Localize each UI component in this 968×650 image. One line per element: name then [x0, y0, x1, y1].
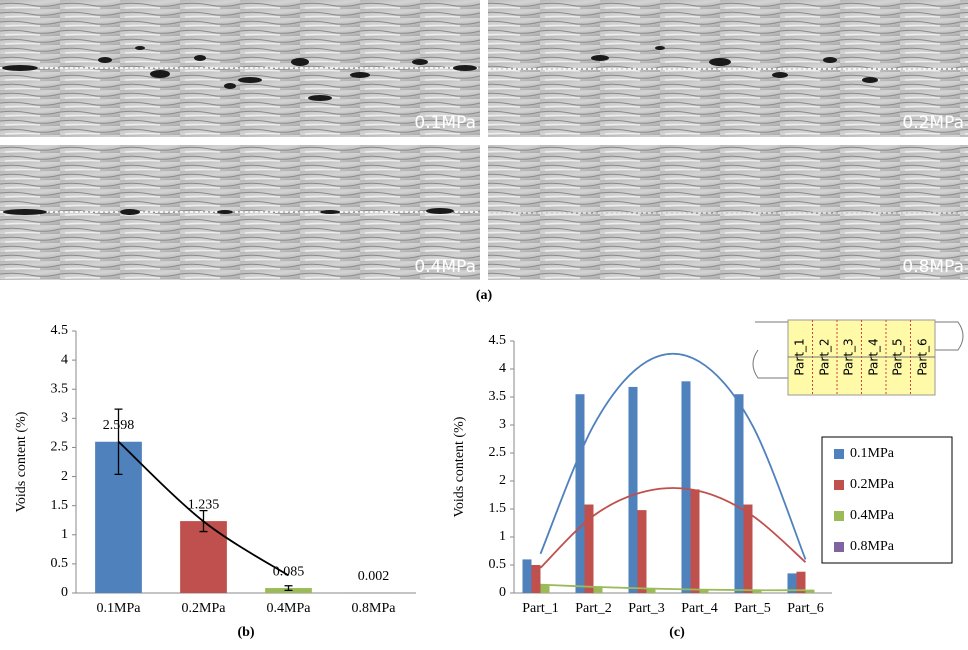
part-label: Part_4	[867, 338, 881, 375]
bar	[540, 584, 550, 593]
y-tick-label: 4.5	[489, 333, 507, 348]
value-label: 2.598	[103, 418, 135, 433]
bar	[637, 510, 647, 593]
y-axis-title: Voids content (%)	[14, 411, 29, 512]
x-tick-label: Part_5	[734, 601, 771, 616]
y-tick-label: 0.5	[489, 557, 507, 572]
image-label: 0.4MPa	[414, 257, 476, 277]
bar	[690, 489, 700, 593]
voids	[2, 46, 878, 215]
x-tick-label: Part_3	[628, 601, 665, 616]
y-tick-label: 0	[499, 585, 506, 600]
image-label: 0.8MPa	[902, 257, 964, 277]
y-tick-label: 2	[499, 473, 506, 488]
y-tick-label: 1.5	[51, 498, 69, 513]
value-label: 0.002	[358, 569, 390, 584]
bar	[628, 386, 638, 593]
trend-curve	[540, 583, 806, 592]
legend-label: 0.8MPa	[850, 539, 895, 554]
trendline	[117, 440, 289, 577]
trend-curve	[539, 487, 807, 569]
bar	[584, 504, 594, 593]
x-tick-label: 0.4MPa	[267, 601, 312, 616]
legend-label: 0.2MPa	[850, 477, 895, 492]
y-tick-label: 2	[61, 469, 68, 484]
legend-swatch	[834, 542, 844, 552]
y-tick-label: 3	[499, 417, 506, 432]
bar	[646, 588, 656, 593]
y-tick-label: 0	[61, 585, 68, 600]
bar	[575, 394, 585, 593]
y-tick-label: 4	[499, 361, 506, 376]
bar	[522, 559, 532, 593]
y-tick-label: 3.5	[489, 389, 507, 404]
bar	[752, 590, 762, 593]
y-tick-label: 2.5	[51, 440, 69, 455]
bar	[681, 381, 691, 593]
legend-label: 0.1MPa	[850, 446, 895, 461]
bar	[805, 589, 815, 593]
part-label: Part_2	[818, 338, 832, 375]
value-label: 1.235	[188, 497, 220, 512]
part-label: Part_6	[916, 338, 930, 375]
y-tick-label: 4	[61, 352, 68, 367]
y-tick-label: 1	[61, 527, 68, 542]
y-axis-title: Voids content (%)	[452, 416, 467, 517]
y-tick-label: 1	[499, 529, 506, 544]
y-tick-label: 4.5	[51, 323, 69, 338]
x-tick-label: 0.2MPa	[182, 601, 227, 616]
panel-caption: (c)	[669, 625, 685, 640]
micrograph-panel: 0.1MPa 0.2MPa 0.4MPa 0.8MPa (a)	[0, 0, 968, 303]
image-label: 0.2MPa	[902, 113, 964, 133]
legend-swatch	[834, 449, 844, 459]
y-tick-label: 2.5	[489, 445, 507, 460]
bar	[593, 586, 603, 593]
bar	[734, 394, 744, 593]
x-tick-label: 0.8MPa	[352, 601, 397, 616]
y-tick-label: 3.5	[51, 381, 69, 396]
error-bar	[284, 585, 293, 592]
bar	[699, 590, 709, 593]
x-tick-label: Part_2	[575, 601, 612, 616]
y-tick-label: 1.5	[489, 501, 507, 516]
bar	[796, 571, 806, 593]
x-tick-label: Part_4	[681, 601, 718, 616]
x-tick-label: Part_6	[787, 601, 824, 616]
inset-diagram: Part_1 Part_2 Part_3 Part_4 Part_5 Part_…	[752, 319, 964, 396]
value-label: 0.085	[273, 564, 305, 579]
legend-label: 0.4MPa	[850, 508, 895, 523]
bar	[787, 573, 797, 593]
bar	[743, 504, 753, 593]
part-label: Part_3	[842, 338, 856, 375]
legend-swatch	[834, 511, 844, 521]
panel-caption: (b)	[237, 625, 254, 640]
y-tick-label: 3	[61, 411, 68, 426]
x-tick-label: Part_1	[522, 601, 559, 616]
bar	[531, 565, 541, 593]
panel-caption: (a)	[476, 288, 493, 303]
y-tick-label: 0.5	[51, 556, 69, 571]
trend-curve	[539, 352, 807, 560]
part-label: Part_5	[891, 338, 905, 375]
part-label: Part_1	[793, 338, 807, 375]
image-label: 0.1MPa	[414, 113, 476, 133]
legend-swatch	[834, 480, 844, 490]
x-tick-label: 0.1MPa	[97, 601, 142, 616]
